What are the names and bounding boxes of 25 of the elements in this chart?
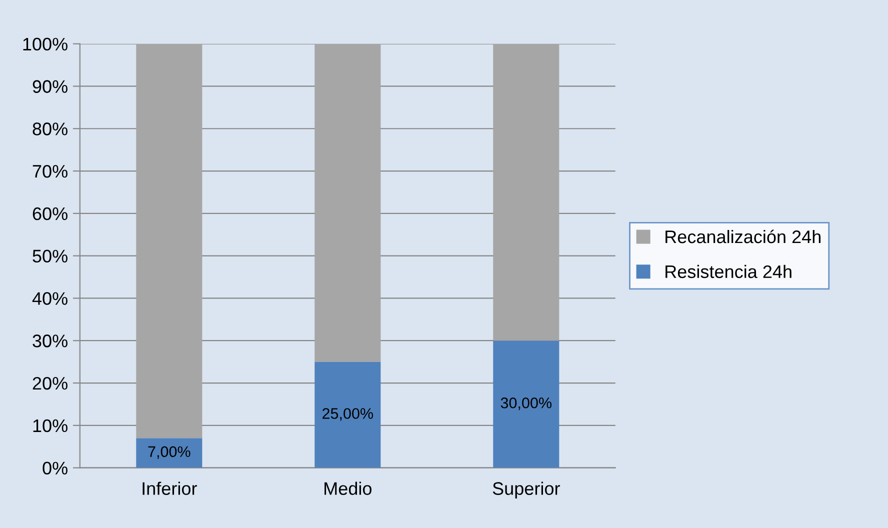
y-tick-label: 10% <box>33 419 68 432</box>
bar <box>493 44 560 341</box>
bar <box>314 362 381 468</box>
y-tick-label: 90% <box>32 80 68 93</box>
bar <box>493 340 560 468</box>
y-tick-label: 60% <box>32 207 68 220</box>
legend-label: Recanalización 24h <box>666 230 820 244</box>
y-tick-label: 80% <box>32 122 68 136</box>
data-label: 30,00% <box>500 397 552 410</box>
y-tick-label: 100% <box>23 38 68 51</box>
x-tick-label: Superior <box>492 482 560 499</box>
x-tick-label: Inferior <box>142 482 197 495</box>
data-label: 7,00% <box>148 446 190 459</box>
y-tick-label: 20% <box>32 376 68 390</box>
y-tick-label: 30% <box>32 334 68 348</box>
y-tick-label: 70% <box>32 164 68 178</box>
bar <box>314 44 381 362</box>
y-tick-label: 0% <box>42 462 68 475</box>
legend-label: Resistencia 24h <box>666 264 792 278</box>
bar <box>136 438 202 468</box>
bar <box>136 44 202 438</box>
y-tick-label: 40% <box>32 292 68 305</box>
x-tick-label: Medio <box>324 482 372 495</box>
y-tick-label: 50% <box>32 250 68 263</box>
data-label: 25,00% <box>322 408 374 421</box>
